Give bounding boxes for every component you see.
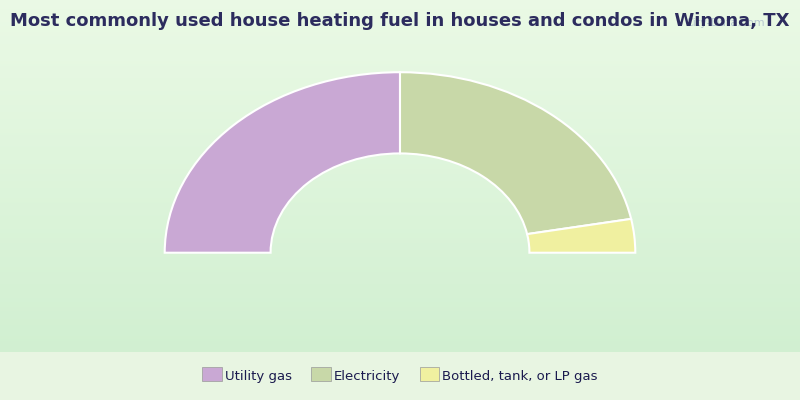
Wedge shape	[165, 72, 400, 253]
Wedge shape	[400, 72, 631, 234]
Text: City-Data.com: City-Data.com	[685, 18, 765, 28]
Text: Most commonly used house heating fuel in houses and condos in Winona, TX: Most commonly used house heating fuel in…	[10, 12, 790, 30]
Legend: Utility gas, Electricity, Bottled, tank, or LP gas: Utility gas, Electricity, Bottled, tank,…	[197, 364, 603, 388]
Wedge shape	[527, 219, 635, 253]
